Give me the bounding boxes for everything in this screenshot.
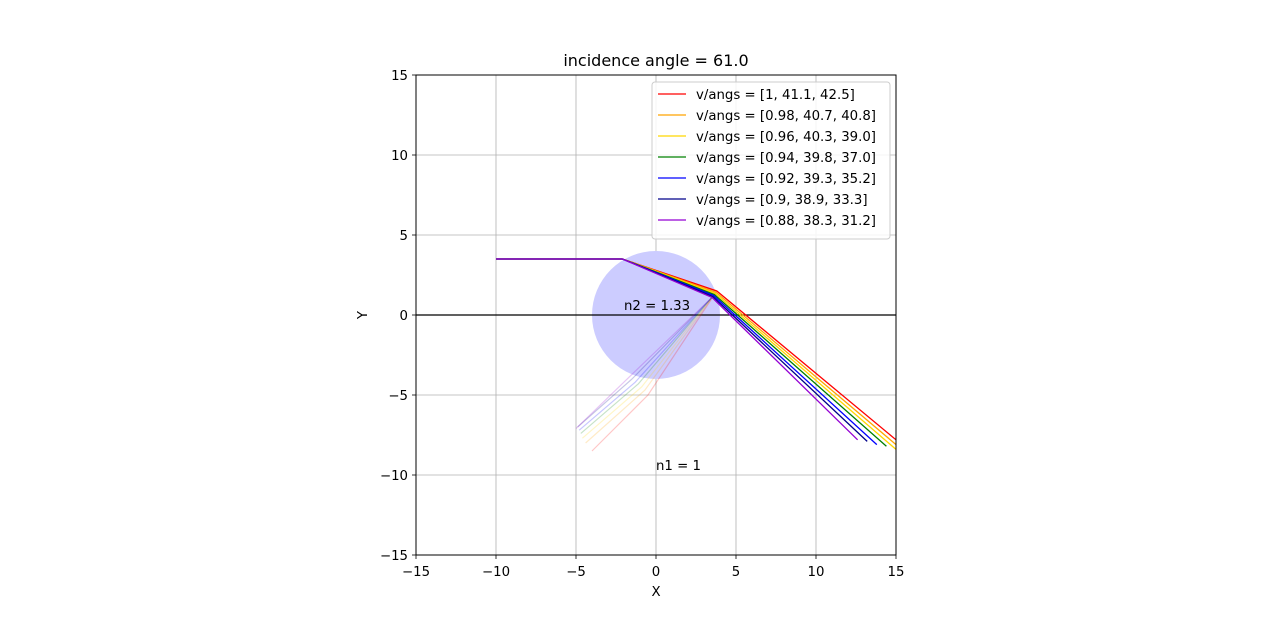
legend-box	[651, 81, 891, 240]
annotation-label: n1 = 1	[656, 459, 701, 474]
faint-ray	[591, 290, 718, 452]
plot-content	[416, 251, 896, 452]
faint-ray	[582, 293, 716, 439]
y-tick-label: −10	[380, 469, 408, 484]
faint-ray	[575, 296, 713, 430]
x-tick-label: 10	[808, 565, 825, 580]
legend-entry: v/angs = [1, 41.1, 42.5]	[696, 88, 855, 103]
x-tick-label: 5	[732, 565, 740, 580]
legend: v/angs = [1, 41.1, 42.5] v/angs = [0.98, …	[651, 81, 891, 240]
legend-entry: v/angs = [0.9, 38.9, 33.3]	[696, 193, 868, 208]
y-tick-label: 15	[391, 69, 408, 84]
y-axis-label: Y	[356, 310, 371, 320]
x-tick-label: −5	[566, 565, 586, 580]
annotations: n2 = 1.33 n1 = 1	[624, 299, 701, 474]
legend-entry: v/angs = [0.98, 40.7, 40.8]	[696, 109, 876, 124]
x-ticks: −15 −10 −5 0 5 10 15	[402, 555, 904, 580]
y-ticks: −15 −10 −5 0 5 10 15	[380, 69, 416, 564]
faint-ray	[578, 295, 715, 431]
faint-ray	[577, 296, 714, 428]
y-tick-label: 5	[400, 229, 408, 244]
y-tick-label: −5	[388, 389, 408, 404]
legend-entry: v/angs = [0.88, 38.3, 31.2]	[696, 214, 876, 229]
x-tick-label: 0	[652, 565, 660, 580]
legend-entry: v/angs = [0.92, 39.3, 35.2]	[696, 172, 876, 187]
chart-title: incidence angle = 61.0	[563, 51, 748, 70]
annotation-label: n2 = 1.33	[624, 299, 690, 314]
legend-entry: v/angs = [0.96, 40.3, 39.0]	[696, 130, 876, 145]
faint-ray	[585, 291, 717, 444]
x-axis-label: X	[651, 585, 660, 600]
legend-entry: v/angs = [0.94, 39.8, 37.0]	[696, 151, 876, 166]
x-tick-label: 15	[888, 565, 905, 580]
y-tick-label: 10	[391, 149, 408, 164]
x-tick-label: −15	[402, 565, 430, 580]
y-tick-label: −15	[380, 549, 408, 564]
ray-series-line	[496, 258, 859, 441]
y-tick-label: 0	[400, 309, 408, 324]
x-tick-label: −10	[482, 565, 510, 580]
faint-ray	[580, 294, 715, 434]
